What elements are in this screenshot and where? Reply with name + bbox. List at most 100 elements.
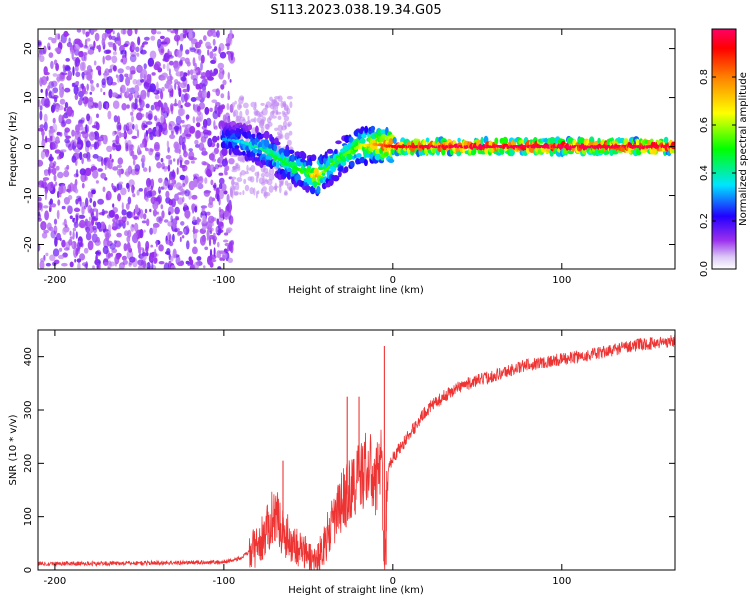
heatmap-cell	[169, 234, 172, 244]
heatmap-cell	[107, 110, 112, 120]
heatmap-cell	[101, 208, 105, 216]
heatmap-cell	[155, 125, 159, 131]
heatmap-cell	[136, 65, 143, 72]
heatmap-cell	[218, 46, 221, 55]
heatmap-cell	[167, 48, 170, 56]
heatmap-cell	[234, 100, 237, 105]
heatmap-cell	[108, 159, 113, 170]
heatmap-cell	[54, 226, 58, 231]
heatmap-cell	[102, 55, 105, 65]
heatmap-cell	[126, 235, 131, 243]
heatmap-cell	[188, 151, 195, 161]
heatmap-cell	[174, 30, 179, 35]
heatmap-cell	[98, 44, 101, 53]
heatmap-cell	[275, 105, 279, 110]
heatmap-cell	[193, 178, 198, 188]
heatmap-cell	[45, 252, 49, 257]
heatmap-cell	[169, 159, 173, 165]
heatmap-cell	[191, 40, 194, 47]
heatmap-cell	[143, 260, 146, 269]
heatmap-cell	[105, 190, 112, 201]
heatmap-cell	[200, 212, 203, 218]
heatmap-cell	[223, 190, 228, 195]
heatmap-cell	[125, 202, 130, 210]
colorbar-frame	[711, 28, 737, 270]
heatmap-cell	[160, 158, 164, 163]
heatmap-cell	[219, 51, 227, 59]
heatmap-cell	[50, 104, 55, 114]
heatmap-cell	[145, 196, 149, 202]
heatmap-cell	[84, 167, 92, 177]
heatmap-cell	[249, 187, 254, 195]
heatmap-cell	[211, 31, 218, 38]
heatmap-cell	[117, 68, 124, 74]
bottom-y-tick-label: 400	[23, 347, 34, 366]
heatmap-cell	[54, 149, 61, 154]
heatmap-cell	[166, 75, 174, 81]
heatmap-cell	[174, 98, 177, 106]
heatmap-cell	[126, 221, 129, 226]
heatmap-cell	[220, 104, 224, 113]
heatmap-cell	[146, 121, 153, 125]
heatmap-cell	[98, 100, 102, 111]
heatmap-cell	[229, 185, 236, 193]
heatmap-cell	[87, 191, 92, 199]
heatmap-cell	[223, 239, 229, 243]
heatmap-cell	[286, 139, 292, 146]
heatmap-cell	[108, 43, 113, 48]
heatmap-cell	[43, 229, 49, 234]
heatmap-cell	[96, 113, 99, 119]
heatmap-cell	[132, 78, 138, 85]
heatmap-cell	[180, 119, 185, 124]
heatmap-cell	[126, 122, 133, 127]
heatmap-cell	[210, 179, 214, 186]
heatmap-cell	[237, 103, 242, 111]
bottom-y-tick-label: 200	[23, 454, 34, 473]
heatmap-cell	[174, 228, 178, 233]
heatmap-cell	[182, 72, 188, 77]
heatmap-cell	[150, 244, 154, 248]
heatmap-cell	[103, 49, 111, 55]
heatmap-cell	[87, 204, 92, 214]
heatmap-cell	[118, 264, 125, 269]
heatmap-cell	[118, 181, 124, 185]
heatmap-cell	[38, 243, 41, 252]
heatmap-cell	[109, 153, 112, 160]
heatmap-cell	[167, 84, 173, 91]
heatmap-cell	[59, 98, 66, 105]
heatmap-cell	[228, 210, 232, 214]
heatmap-cell	[168, 60, 174, 66]
heatmap-cell	[181, 124, 189, 128]
heatmap-cell	[38, 202, 43, 211]
heatmap-cell	[257, 171, 260, 179]
heatmap-cell	[212, 235, 218, 242]
heatmap-cell	[143, 63, 147, 70]
heatmap-cell	[125, 142, 128, 152]
heatmap-cell	[162, 63, 166, 70]
heatmap-cell	[312, 181, 318, 186]
heatmap-cell	[72, 130, 77, 136]
heatmap-cell	[66, 106, 73, 117]
heatmap-cell	[229, 33, 232, 43]
heatmap-cell	[67, 70, 73, 79]
heatmap-cell	[266, 178, 273, 186]
heatmap-cell	[93, 40, 96, 49]
heatmap-cell	[136, 52, 140, 57]
heatmap-cell	[131, 46, 136, 51]
heatmap-cell	[41, 138, 46, 149]
heatmap-cell	[78, 214, 86, 219]
heatmap-cell	[233, 181, 239, 185]
heatmap-cell	[224, 165, 227, 175]
heatmap-cell	[110, 252, 113, 257]
heatmap-cell	[118, 131, 122, 139]
heatmap-cell	[112, 65, 117, 72]
heatmap-cell	[287, 121, 292, 127]
heatmap-cell	[177, 261, 184, 267]
top-x-axis-label: Height of straight line (km)	[288, 285, 424, 296]
heatmap-cell	[154, 94, 160, 100]
heatmap-cell	[176, 49, 183, 58]
heatmap-cell	[167, 55, 174, 59]
heatmap-cell	[85, 140, 91, 148]
heatmap-cell	[77, 136, 82, 145]
heatmap-cell	[216, 193, 220, 202]
